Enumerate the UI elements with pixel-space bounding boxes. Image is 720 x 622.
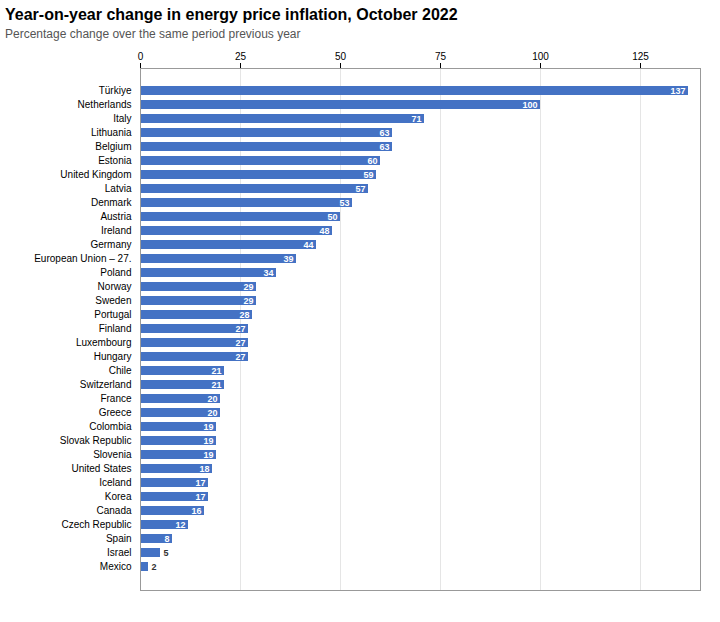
svg-text:21: 21 xyxy=(211,380,221,390)
svg-text:25: 25 xyxy=(235,51,247,62)
svg-text:Latvia: Latvia xyxy=(105,183,132,194)
svg-text:Israel: Israel xyxy=(107,547,131,558)
svg-text:Luxembourg: Luxembourg xyxy=(76,337,132,348)
svg-text:20: 20 xyxy=(207,394,217,404)
svg-text:28: 28 xyxy=(239,310,249,320)
svg-text:12: 12 xyxy=(175,520,185,530)
svg-text:63: 63 xyxy=(379,128,389,138)
svg-text:0: 0 xyxy=(138,51,144,62)
svg-text:Portugal: Portugal xyxy=(94,309,131,320)
svg-text:71: 71 xyxy=(411,114,421,124)
svg-text:50: 50 xyxy=(335,51,347,62)
svg-text:Belgium: Belgium xyxy=(95,141,131,152)
svg-text:27: 27 xyxy=(235,324,245,334)
svg-text:137: 137 xyxy=(670,86,685,96)
svg-text:Norway: Norway xyxy=(98,281,132,292)
svg-text:European Union – 27.: European Union – 27. xyxy=(34,253,131,264)
svg-text:53: 53 xyxy=(339,198,349,208)
svg-text:Netherlands: Netherlands xyxy=(78,99,132,110)
svg-text:21: 21 xyxy=(211,366,221,376)
svg-text:Czech Republic: Czech Republic xyxy=(61,519,131,530)
svg-text:Slovak Republic: Slovak Republic xyxy=(60,435,132,446)
svg-text:125: 125 xyxy=(632,51,649,62)
svg-text:8: 8 xyxy=(164,534,169,544)
svg-text:Chile: Chile xyxy=(109,365,132,376)
svg-text:Poland: Poland xyxy=(100,267,131,278)
svg-text:39: 39 xyxy=(283,254,293,264)
svg-text:50: 50 xyxy=(327,212,337,222)
svg-text:Denmark: Denmark xyxy=(91,197,133,208)
svg-text:16: 16 xyxy=(191,506,201,516)
svg-text:Mexico: Mexico xyxy=(100,561,132,572)
svg-text:Slovenia: Slovenia xyxy=(93,449,132,460)
svg-text:19: 19 xyxy=(203,422,213,432)
svg-text:29: 29 xyxy=(243,296,253,306)
html-text:Percentage change over the sam: Percentage change over the same period p… xyxy=(5,27,301,41)
svg-text:Colombia: Colombia xyxy=(89,421,132,432)
svg-text:27: 27 xyxy=(235,352,245,362)
svg-text:17: 17 xyxy=(195,478,205,488)
svg-text:Estonia: Estonia xyxy=(98,155,132,166)
svg-text:Hungary: Hungary xyxy=(94,351,132,362)
svg-text:Korea: Korea xyxy=(105,491,132,502)
svg-text:France: France xyxy=(100,393,132,404)
svg-text:27: 27 xyxy=(235,338,245,348)
svg-text:57: 57 xyxy=(355,184,365,194)
svg-text:60: 60 xyxy=(367,156,377,166)
svg-text:17: 17 xyxy=(195,492,205,502)
svg-text:Türkiye: Türkiye xyxy=(99,85,132,96)
svg-text:Switzerland: Switzerland xyxy=(80,379,132,390)
svg-text:19: 19 xyxy=(203,450,213,460)
html-text:Year-on-year change in energy: Year-on-year change in energy price infl… xyxy=(5,6,458,23)
svg-text:Greece: Greece xyxy=(99,407,132,418)
svg-text:2: 2 xyxy=(152,562,157,572)
svg-text:100: 100 xyxy=(522,100,537,110)
svg-text:48: 48 xyxy=(319,226,329,236)
svg-text:Ireland: Ireland xyxy=(101,225,132,236)
svg-text:Germany: Germany xyxy=(90,239,131,250)
svg-text:United Kingdom: United Kingdom xyxy=(60,169,131,180)
svg-text:Sweden: Sweden xyxy=(95,295,131,306)
svg-text:Lithuania: Lithuania xyxy=(91,127,132,138)
svg-text:59: 59 xyxy=(363,170,373,180)
svg-text:Spain: Spain xyxy=(106,533,132,544)
svg-text:18: 18 xyxy=(199,464,209,474)
svg-text:63: 63 xyxy=(379,142,389,152)
svg-text:United States: United States xyxy=(71,463,131,474)
svg-text:29: 29 xyxy=(243,282,253,292)
svg-text:20: 20 xyxy=(207,408,217,418)
svg-text:Finland: Finland xyxy=(99,323,132,334)
svg-text:44: 44 xyxy=(303,240,313,250)
svg-text:75: 75 xyxy=(435,51,447,62)
svg-text:5: 5 xyxy=(164,548,169,558)
svg-text:19: 19 xyxy=(203,436,213,446)
svg-text:34: 34 xyxy=(263,268,273,278)
svg-text:Austria: Austria xyxy=(100,211,132,222)
svg-text:100: 100 xyxy=(532,51,549,62)
svg-text:Canada: Canada xyxy=(96,505,131,516)
svg-text:Iceland: Iceland xyxy=(99,477,131,488)
svg-text:Italy: Italy xyxy=(113,113,131,124)
